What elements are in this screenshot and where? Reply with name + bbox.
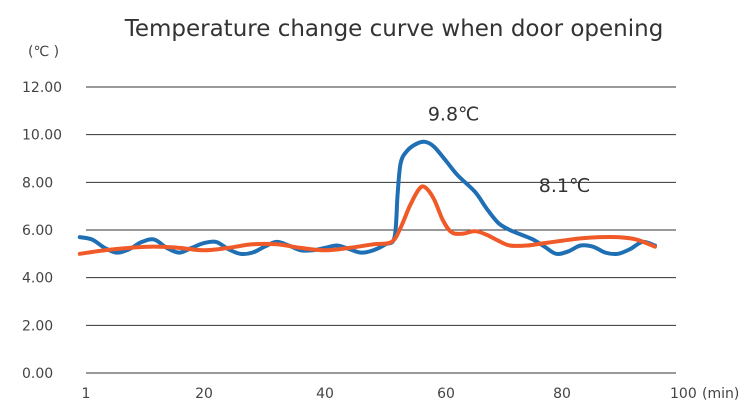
peak-annotations: 9.8℃ 8.1℃ [428, 103, 591, 197]
y-tick-label: 2.00 [22, 318, 53, 334]
y-tick-label: 6.00 [22, 223, 53, 239]
y-tick-label: 10.00 [22, 128, 62, 144]
x-tick-label: 20 [195, 386, 213, 402]
y-tick-label: 12.00 [22, 80, 62, 96]
y-tick-label: 8.00 [22, 175, 53, 191]
y-tick-label: 0.00 [22, 366, 53, 382]
x-tick-label: 100 [670, 386, 697, 402]
x-tick-label: 80 [553, 386, 571, 402]
grid-lines [86, 86, 676, 374]
chart-title: Temperature change curve when door openi… [124, 16, 664, 42]
series-line-orange [77, 184, 657, 256]
series-line-blue [77, 139, 657, 257]
peak-annotation-label: 9.8℃ [428, 103, 480, 125]
series-lines [77, 139, 657, 257]
y-tick-label: 4.00 [22, 271, 53, 287]
y-axis-unit-label: (℃ ) [28, 44, 59, 60]
x-axis-unit-label: (min) [702, 386, 738, 402]
x-tick-label: 40 [316, 386, 334, 402]
x-tick-label: 1 [82, 386, 91, 402]
peak-annotation-label: 8.1℃ [539, 175, 591, 197]
x-axis-ticks: 1 20 40 60 80 100 [82, 386, 697, 402]
x-tick-label: 60 [437, 386, 455, 402]
y-axis-ticks: 12.00 10.00 8.00 6.00 4.00 2.00 0.00 [22, 80, 62, 382]
